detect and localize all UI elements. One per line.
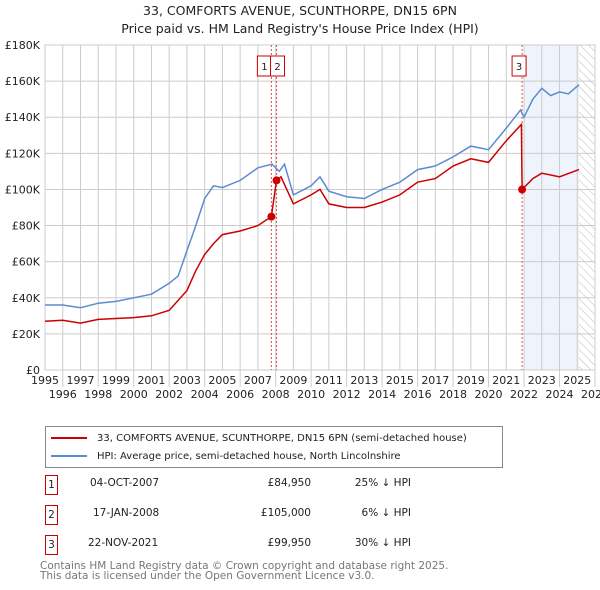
x-tick-label: 1995 xyxy=(31,374,59,387)
series-line xyxy=(44,122,580,324)
x-tick-label: 2025 xyxy=(563,374,591,387)
legend-swatch-red xyxy=(51,437,87,439)
series-line xyxy=(45,84,580,309)
y-tick-label: £140K xyxy=(5,111,41,124)
sale-date: 04-OCT-2007 xyxy=(90,477,159,489)
sale-number: 1 xyxy=(45,475,58,495)
x-tick-label: 2020 xyxy=(475,388,503,401)
x-tick-label: 2007 xyxy=(244,374,272,387)
title-line-1: 33, COMFORTS AVENUE, SCUNTHORPE, DN15 6P… xyxy=(143,3,457,18)
footer: Contains HM Land Registry data © Crown c… xyxy=(40,560,449,582)
x-tick-label: 2024 xyxy=(546,388,574,401)
y-tick-label: £80K xyxy=(12,220,41,233)
legend-swatch-blue xyxy=(51,455,87,457)
x-tick-label: 2012 xyxy=(333,388,361,401)
x-tick-label: 1997 xyxy=(66,374,94,387)
x-tick-label: 2014 xyxy=(368,388,396,401)
legend-item-property: 33, COMFORTS AVENUE, SCUNTHORPE, DN15 6P… xyxy=(46,429,467,447)
legend-label: 33, COMFORTS AVENUE, SCUNTHORPE, DN15 6P… xyxy=(97,432,467,444)
y-tick-label: £100K xyxy=(5,183,41,196)
sale-row: 2 17-JAN-2008 £105,000 6% ↓ HPI xyxy=(45,505,565,527)
x-tick-label: 2010 xyxy=(297,388,325,401)
y-tick-label: £60K xyxy=(12,256,41,269)
plot-border xyxy=(44,44,596,371)
sale-hpi: 25% ↓ HPI xyxy=(354,477,411,489)
x-tick-label: 2002 xyxy=(155,388,183,401)
y-tick-label: £20K xyxy=(12,328,41,341)
x-tick-label: 1998 xyxy=(84,388,112,401)
price-chart: 1995199619971998199920002001200220032004… xyxy=(5,39,600,401)
sale-number: 3 xyxy=(45,535,58,555)
x-tick-label: 2023 xyxy=(528,374,556,387)
sale-label: 1 xyxy=(261,62,267,73)
future-hatch xyxy=(579,45,595,370)
x-tick-label: 2017 xyxy=(421,374,449,387)
sale-hpi: 30% ↓ HPI xyxy=(354,537,411,549)
x-tick-label: 2011 xyxy=(315,374,343,387)
sale-number: 2 xyxy=(45,505,58,525)
x-tick-label: 2000 xyxy=(120,388,148,401)
x-tick-label: 2026 xyxy=(581,388,600,401)
y-tick-label: £160K xyxy=(5,75,41,88)
sale-label: 3 xyxy=(516,62,522,73)
x-tick-label: 2005 xyxy=(208,374,236,387)
sale-label-box xyxy=(511,55,527,77)
sale-row: 3 22-NOV-2021 £99,950 30% ↓ HPI xyxy=(45,535,565,557)
title-line-2: Price paid vs. HM Land Registry's House … xyxy=(121,21,479,36)
legend-label: HPI: Average price, semi-detached house,… xyxy=(97,450,401,462)
sale-price: £99,950 xyxy=(267,537,311,549)
x-tick-label: 2018 xyxy=(439,388,467,401)
sale-point xyxy=(518,185,527,194)
footer-line: Contains HM Land Registry data © Crown c… xyxy=(40,560,449,572)
x-tick-label: 2021 xyxy=(492,374,520,387)
x-tick-label: 1999 xyxy=(102,374,130,387)
x-tick-label: 2009 xyxy=(279,374,307,387)
x-tick-label: 2008 xyxy=(262,388,290,401)
chart-title: 33, COMFORTS AVENUE, SCUNTHORPE, DN15 6P… xyxy=(0,2,600,38)
x-tick-label: 2019 xyxy=(457,374,485,387)
x-tick-label: 2022 xyxy=(510,388,538,401)
x-tick-label: 2004 xyxy=(191,388,219,401)
y-tick-label: £0 xyxy=(26,364,40,377)
footer-line: This data is licensed under the Open Gov… xyxy=(40,570,375,582)
sale-point xyxy=(272,176,281,185)
x-tick-label: 2001 xyxy=(137,374,165,387)
y-tick-label: £120K xyxy=(5,147,41,160)
sale-date: 17-JAN-2008 xyxy=(93,507,160,519)
x-tick-label: 2015 xyxy=(386,374,414,387)
sale-row: 1 04-OCT-2007 £84,950 25% ↓ HPI xyxy=(45,475,565,497)
x-tick-label: 2003 xyxy=(173,374,201,387)
forecast-shade xyxy=(524,45,580,370)
x-tick-label: 2006 xyxy=(226,388,254,401)
sale-price: £105,000 xyxy=(260,507,311,519)
sale-hpi: 6% ↓ HPI xyxy=(361,507,411,519)
legend: 33, COMFORTS AVENUE, SCUNTHORPE, DN15 6P… xyxy=(45,426,503,468)
x-tick-label: 2016 xyxy=(404,388,432,401)
y-tick-label: £180K xyxy=(5,39,41,52)
x-tick-label: 2013 xyxy=(350,374,378,387)
sale-label-box xyxy=(270,55,286,77)
sale-date: 22-NOV-2021 xyxy=(88,537,159,549)
y-tick-label: £40K xyxy=(12,292,41,305)
sale-price: £84,950 xyxy=(267,477,311,489)
sale-label: 2 xyxy=(274,62,280,73)
sale-point xyxy=(267,212,276,221)
x-tick-label: 1996 xyxy=(49,388,77,401)
legend-item-hpi: HPI: Average price, semi-detached house,… xyxy=(46,447,401,465)
